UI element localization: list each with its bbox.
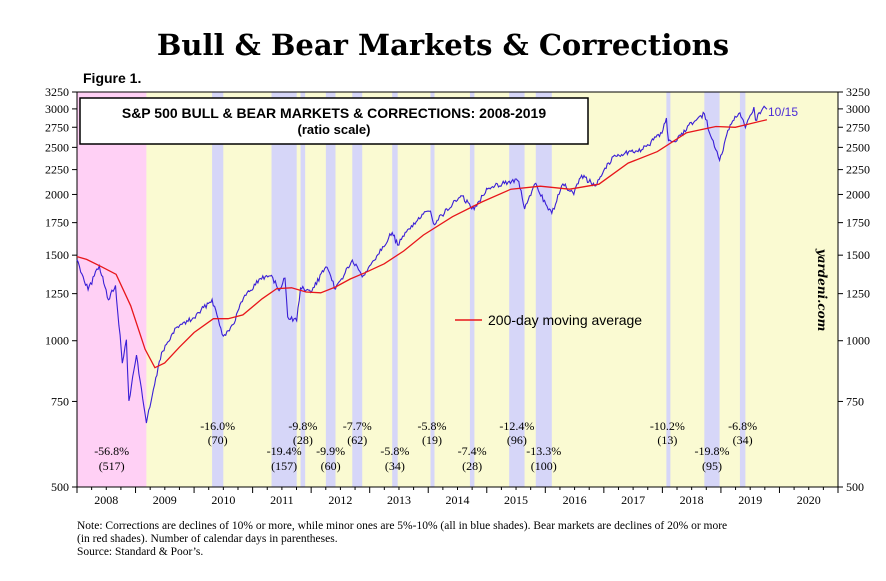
regime-decline-label: -12.4% [499,419,534,433]
chart-title-box [79,97,589,145]
regime-days-label: (62) [347,433,367,447]
left-y-tick-label: 2750 [45,120,69,134]
regime-decline-label: -10.2% [650,419,685,433]
chart-subtitle: (ratio scale) [298,122,371,137]
regime-decline-label: -9.8% [288,419,317,433]
left-y-tick-label: 2000 [45,187,69,201]
right-y-tick-label: 1000 [846,334,870,348]
regime-days-label: (95) [702,459,722,473]
regime-days-label: (100) [531,459,557,473]
x-tick-label: 2015 [504,493,528,507]
regime-decline-label: -19.8% [694,444,729,458]
x-tick-label: 2013 [387,493,411,507]
x-tick-label: 2020 [797,493,821,507]
regime-decline-label: -7.4% [458,444,487,458]
correction-band [666,92,671,487]
left-y-tick-label: 1500 [45,248,69,262]
regime-days-label: (19) [422,433,442,447]
right-y-tick-label: 2750 [846,120,870,134]
footnote: Note: Corrections are declines of 10% or… [77,520,867,559]
left-y-tick-label: 1250 [45,287,69,301]
regime-days-label: (70) [208,433,228,447]
footnote-line-3: Source: Standard & Poor’s. [77,546,204,558]
right-y-tick-label: 1250 [846,287,870,301]
regime-days-label: (28) [462,459,482,473]
regime-labels: -56.8%(517)-16.0%(70)-19.4%(157)-9.8%(28… [94,419,757,473]
left-y-tick-label: 1000 [45,334,69,348]
correction-band [392,92,398,487]
right-y-tick-label: 1500 [846,248,870,262]
right-y-tick-label: 750 [846,394,864,408]
footnote-line-1: Note: Corrections are declines of 10% or… [77,520,728,532]
x-tick-label: 2009 [153,493,177,507]
correction-band [535,92,552,487]
left-y-tick-label: 750 [51,394,69,408]
regime-bands [76,91,839,488]
regime-days-label: (60) [321,459,341,473]
x-axis: 2008 2009 2010 2011 2012 2013 2014 2015 2016 2017… [76,487,839,507]
left-y-tick-label: 1750 [45,216,69,230]
bull-market-background [77,92,838,487]
regime-days-label: (13) [657,433,677,447]
regime-days-label: (34) [385,459,405,473]
correction-band [300,92,306,487]
chart-title: S&P 500 BULL & BEAR MARKETS & CORRECTION… [122,105,546,121]
x-tick-label: 2017 [621,493,645,507]
x-tick-label: 2014 [446,493,470,507]
right-y-tick-label: 500 [846,480,864,494]
correction-band [430,92,435,487]
left-y-tick-label: 3250 [45,85,69,99]
left-y-tick-label: 3000 [45,102,69,116]
end-date-label: 10/15 [768,105,798,119]
left-y-tick-label: 500 [51,480,69,494]
x-tick-label: 2018 [680,493,704,507]
regime-days-label: (34) [733,433,753,447]
regime-decline-label: -5.8% [380,444,409,458]
regime-decline-label: -19.4% [267,444,302,458]
regime-days-label: (517) [99,459,125,473]
x-tick-label: 2010 [211,493,235,507]
regime-decline-label: -6.8% [728,419,757,433]
right-y-tick-label: 2250 [846,163,870,177]
legend-label: 200-day moving average [488,312,642,328]
correction-band [739,92,746,487]
x-tick-label: 2019 [738,493,762,507]
regime-days-label: (96) [507,433,527,447]
regime-days-label: (157) [271,459,297,473]
series-lines [76,105,768,424]
regime-decline-label: -5.8% [418,419,447,433]
right-y-tick-label: 3250 [846,85,870,99]
right-y-tick-label: 1750 [846,216,870,230]
correction-band [704,92,720,487]
regime-decline-label: -13.3% [526,444,561,458]
x-tick-label: 2011 [270,493,294,507]
regime-decline-label: -56.8% [94,444,129,458]
right-y-axis: 500 750 1000 1250 1500 1750 2000 2250 2500 2750 30… [838,85,870,494]
correction-band [469,92,475,487]
footnote-line-2: (in red shades). Number of calendar days… [77,533,338,545]
moving-average-line [76,119,768,369]
page-title: Bull & Bear Markets & Corrections [156,28,730,62]
regime-decline-label: -9.9% [316,444,345,458]
right-y-tick-label: 2500 [846,140,870,154]
x-tick-label: 2016 [563,493,587,507]
right-y-tick-label: 3000 [846,102,870,116]
x-tick-label: 2012 [328,493,352,507]
watermark: yardeni.com [815,248,829,332]
correction-band [352,92,363,487]
left-y-tick-label: 2250 [45,163,69,177]
left-y-axis: 500 750 1000 1250 1500 1750 2000 2250 2500 2750 30… [45,85,77,494]
sp500-line [76,105,768,424]
x-tick-label: 2008 [94,493,118,507]
regime-days-label: (28) [293,433,313,447]
figure-label: Figure 1. [83,70,142,86]
regime-decline-label: -16.0% [200,419,235,433]
left-y-tick-label: 2500 [45,140,69,154]
correction-band [212,92,224,487]
regime-decline-label: -7.7% [343,419,372,433]
right-y-tick-label: 2000 [846,187,870,201]
chart: 500 750 1000 1250 1500 1750 2000 2250 2500 2750 30… [45,85,870,507]
